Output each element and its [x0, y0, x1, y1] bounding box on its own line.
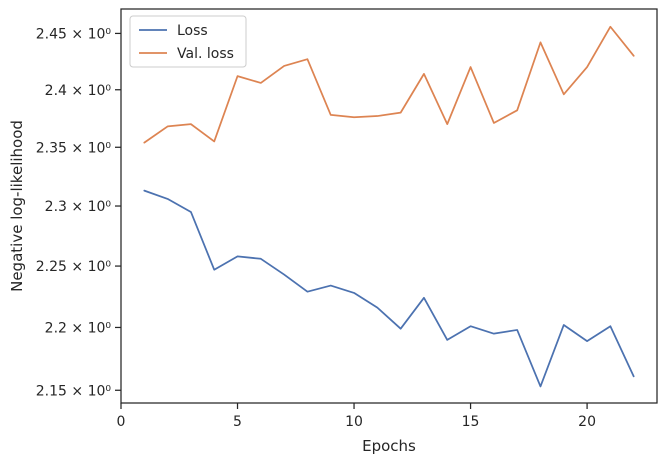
y-tick-label: 2.3 × 10⁰ — [45, 199, 112, 215]
series-line-val-loss — [143, 25, 635, 144]
legend: Loss Val. loss — [129, 15, 247, 68]
x-tick-label: 5 — [233, 414, 242, 430]
legend-box — [129, 15, 247, 68]
x-tick-label: 20 — [578, 414, 596, 430]
x-tick-label: 15 — [462, 414, 480, 430]
x-axis-label: Epochs — [362, 437, 416, 455]
series-line-loss — [143, 189, 635, 388]
y-tick-label: 2.4 × 10⁰ — [45, 83, 112, 99]
y-tick-label: 2.2 × 10⁰ — [45, 320, 112, 336]
x-tick-label: 10 — [345, 414, 363, 430]
y-tick-label: 2.35 × 10⁰ — [36, 140, 112, 156]
legend-entry-label: Val. loss — [177, 46, 234, 62]
y-tick-label: 2.15 × 10⁰ — [36, 383, 112, 399]
plot-area-frame — [120, 8, 658, 404]
x-tick-label: 0 — [117, 414, 126, 430]
y-tick-label: 2.25 × 10⁰ — [36, 259, 112, 275]
y-axis-label: Negative log-likelihood — [8, 120, 26, 292]
y-tick-label: 2.45 × 10⁰ — [36, 26, 112, 42]
legend-entry-label: Loss — [177, 23, 208, 39]
